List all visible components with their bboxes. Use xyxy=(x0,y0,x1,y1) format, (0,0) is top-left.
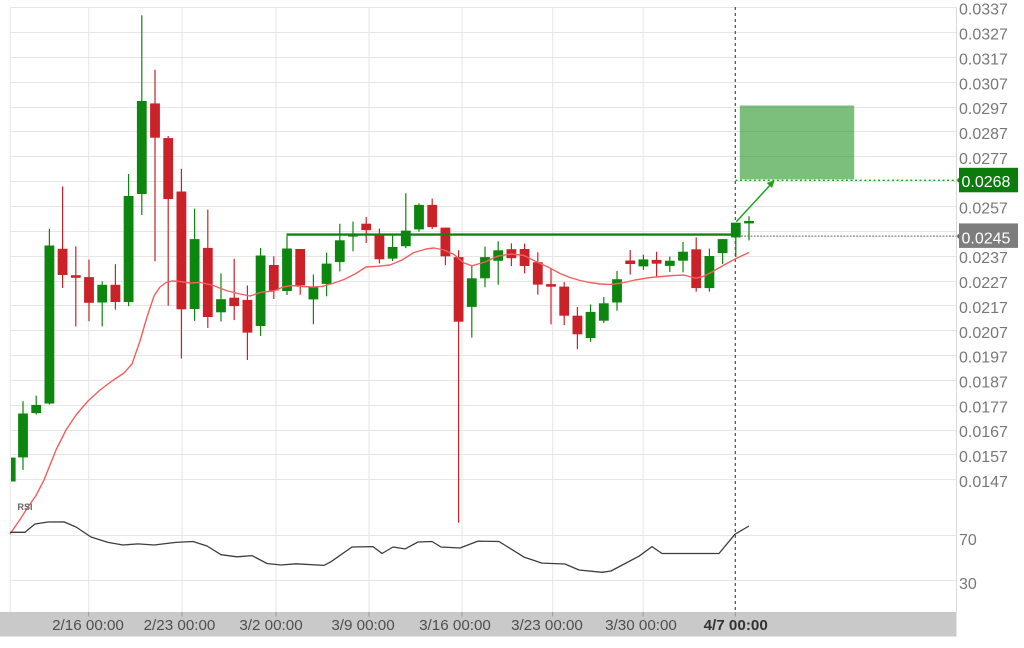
svg-text:70: 70 xyxy=(959,532,977,549)
svg-text:0.0197: 0.0197 xyxy=(959,350,1008,367)
svg-text:0.0157: 0.0157 xyxy=(959,449,1008,466)
svg-text:2/16 00:00: 2/16 00:00 xyxy=(52,617,124,634)
svg-text:0.0187: 0.0187 xyxy=(959,374,1008,391)
svg-text:0.0257: 0.0257 xyxy=(959,201,1008,218)
svg-text:3/16 00:00: 3/16 00:00 xyxy=(419,617,491,634)
svg-text:2/23 00:00: 2/23 00:00 xyxy=(144,617,216,634)
svg-text:30: 30 xyxy=(959,576,977,593)
svg-text:0.0177: 0.0177 xyxy=(959,399,1008,416)
svg-text:0.0297: 0.0297 xyxy=(959,101,1008,118)
svg-text:0.0227: 0.0227 xyxy=(959,275,1008,292)
svg-text:0.0245: 0.0245 xyxy=(962,231,1011,248)
svg-text:3/23 00:00: 3/23 00:00 xyxy=(511,617,583,634)
svg-text:0.0167: 0.0167 xyxy=(959,424,1008,441)
svg-text:0.0327: 0.0327 xyxy=(959,27,1008,44)
svg-text:0.0268: 0.0268 xyxy=(962,174,1011,191)
svg-text:0.0337: 0.0337 xyxy=(959,2,1008,19)
svg-text:3/9 00:00: 3/9 00:00 xyxy=(331,617,394,634)
svg-text:0.0277: 0.0277 xyxy=(959,151,1008,168)
svg-text:3/2 00:00: 3/2 00:00 xyxy=(239,617,302,634)
svg-text:0.0317: 0.0317 xyxy=(959,51,1008,68)
svg-text:0.0217: 0.0217 xyxy=(959,300,1008,317)
svg-text:0.0307: 0.0307 xyxy=(959,76,1008,93)
svg-text:0.0237: 0.0237 xyxy=(959,250,1008,267)
svg-text:RSI: RSI xyxy=(18,502,33,512)
svg-text:0.0147: 0.0147 xyxy=(959,474,1008,491)
svg-text:4/7 00:00: 4/7 00:00 xyxy=(704,617,768,634)
svg-text:0.0287: 0.0287 xyxy=(959,126,1008,143)
svg-text:0.0207: 0.0207 xyxy=(959,325,1008,342)
svg-text:3/30 00:00: 3/30 00:00 xyxy=(605,617,677,634)
